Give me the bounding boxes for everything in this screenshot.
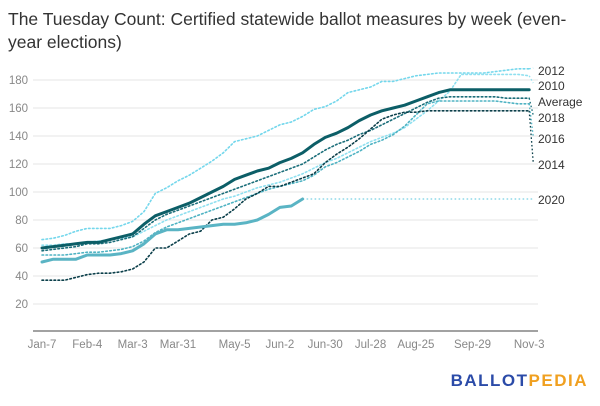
x-tick-label: Jan-7 (28, 339, 57, 351)
series-label-2014: 2014 (538, 158, 565, 172)
logo-ballot: BALLOT (450, 371, 529, 390)
y-tick-label: 160 (9, 103, 28, 115)
series-label-2010: 2010 (538, 79, 565, 93)
y-tick-label: 20 (15, 299, 28, 311)
series-line-2010 (41, 73, 531, 246)
x-tick-label: Jul-28 (355, 339, 386, 351)
x-tick-label: Jun-2 (266, 339, 295, 351)
series-label-2012: 2012 (538, 64, 565, 78)
series-label-connector (528, 103, 534, 137)
series-label-connector (529, 67, 534, 70)
x-tick-label: May-5 (219, 339, 251, 351)
x-tick-label: Mar-3 (118, 339, 148, 351)
y-tick-label: 60 (15, 243, 28, 255)
x-tick-label: Mar-31 (160, 339, 196, 351)
x-tick-label: Jun-30 (308, 339, 343, 351)
chart-title: The Tuesday Count: Certified statewide b… (8, 9, 567, 52)
x-tick-label: Feb-4 (72, 339, 103, 351)
logo-pedia: PEDIA (528, 371, 588, 390)
y-tick-label: 100 (9, 187, 28, 199)
series-label-average: Average (538, 95, 583, 109)
series-label-2020: 2020 (538, 193, 565, 207)
x-tick-label: Sep-29 (454, 339, 491, 351)
series-label-2016: 2016 (538, 132, 565, 146)
x-tick-label: Nov-3 (514, 339, 545, 351)
series-line-2018 (41, 96, 531, 252)
y-tick-label: 80 (15, 215, 28, 227)
series-line-2020 (40, 197, 305, 264)
ballotpedia-logo: BALLOTPEDIA (451, 371, 588, 391)
series-line-2014 (41, 110, 531, 282)
series-line-2016 (41, 100, 531, 256)
series-label-connector (528, 98, 534, 116)
series-line-2012 (41, 68, 531, 241)
x-tick-label: Aug-25 (397, 339, 434, 351)
series-label-connector (528, 75, 534, 84)
series-line-average (40, 88, 531, 250)
y-tick-label: 120 (9, 159, 28, 171)
y-tick-label: 140 (9, 131, 28, 143)
series-label-2018: 2018 (538, 111, 565, 125)
y-tick-label: 40 (15, 271, 28, 283)
y-tick-label: 180 (9, 75, 28, 87)
series-label-connector (528, 110, 534, 163)
